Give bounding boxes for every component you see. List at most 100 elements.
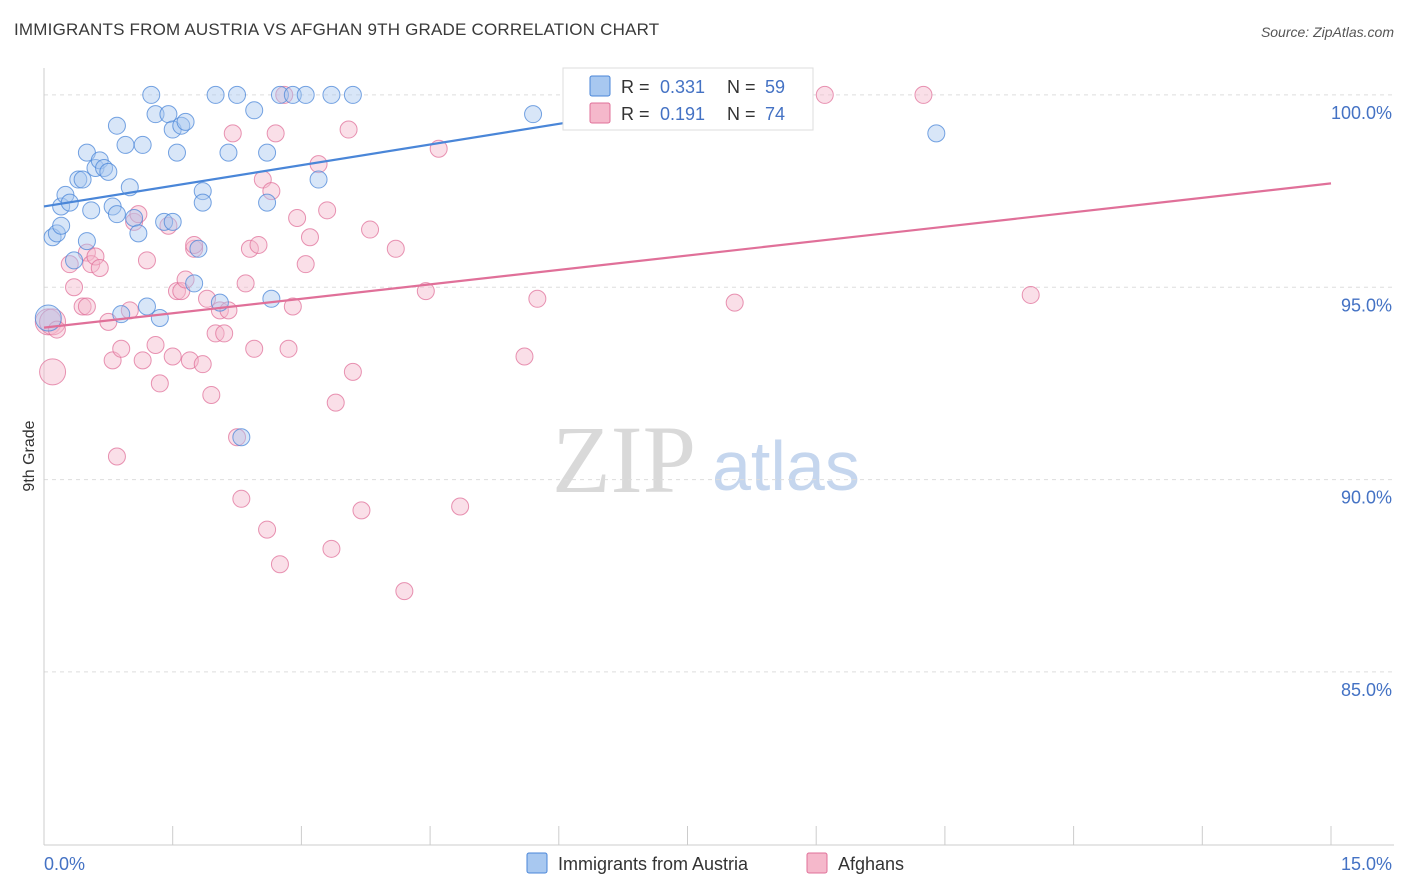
- watermark: ZIP atlas: [552, 406, 860, 513]
- data-point: [416, 282, 435, 301]
- x-tick-label-min: 0.0%: [44, 854, 85, 874]
- legend-n-value-afghans: 74: [765, 104, 785, 124]
- data-point: [343, 85, 362, 104]
- data-point: [228, 428, 247, 447]
- data-point: [914, 85, 933, 104]
- data-point: [185, 239, 204, 258]
- data-point: [223, 124, 242, 143]
- data-point: [322, 539, 341, 558]
- y-axis-label: 9th Grade: [21, 420, 38, 491]
- legend-n-label-afghans: N =: [727, 104, 756, 124]
- bottom-legend-label-austria: Immigrants from Austria: [558, 854, 749, 874]
- data-point: [288, 209, 307, 228]
- data-point: [296, 85, 315, 104]
- data-point: [107, 116, 126, 135]
- data-point: [52, 216, 71, 235]
- data-point: [258, 520, 277, 539]
- data-point: [322, 85, 341, 104]
- x-tick-label-max: 15.0%: [1341, 854, 1392, 874]
- data-point: [150, 309, 169, 328]
- data-point: [296, 255, 315, 274]
- gridlines: [44, 94, 1394, 673]
- data-point: [142, 85, 161, 104]
- data-point: [129, 224, 148, 243]
- data-point: [361, 220, 380, 239]
- data-point: [528, 289, 547, 308]
- data-point: [451, 497, 470, 516]
- data-point: [245, 101, 264, 120]
- data-point: [318, 201, 337, 220]
- chart-title: IMMIGRANTS FROM AUSTRIA VS AFGHAN 9TH GR…: [14, 20, 660, 39]
- watermark-atlas: atlas: [712, 427, 860, 505]
- legend-r-value-afghans: 0.191: [660, 104, 705, 124]
- data-point: [65, 278, 84, 297]
- trend-line-pink: [43, 182, 1332, 329]
- data-point: [524, 105, 543, 124]
- data-point: [1021, 285, 1040, 304]
- data-point: [90, 259, 109, 278]
- x-axis-ticks: [43, 826, 1332, 845]
- data-point: [34, 304, 62, 332]
- stats-legend: R = 0.331 N = 59 R = 0.191 N = 74: [562, 67, 814, 131]
- source-label: Source: ZipAtlas.com: [1260, 24, 1394, 40]
- data-point: [107, 447, 126, 466]
- data-point: [326, 393, 345, 412]
- data-point: [112, 339, 131, 358]
- data-point: [262, 289, 281, 308]
- data-point: [73, 297, 92, 316]
- legend-swatch-afghans: [589, 102, 611, 124]
- data-point: [163, 347, 182, 366]
- data-point: [270, 555, 289, 574]
- data-point: [515, 347, 534, 366]
- legend-n-value-austria: 59: [765, 77, 785, 97]
- data-point: [228, 85, 247, 104]
- data-point: [339, 120, 358, 139]
- data-point: [232, 489, 251, 508]
- legend-r-label-afghans: R =: [621, 104, 650, 124]
- data-point: [395, 582, 414, 601]
- y-tick-label: 95.0%: [1341, 295, 1392, 315]
- data-point: [133, 351, 152, 370]
- legend-r-label-austria: R =: [621, 77, 650, 97]
- legend-swatch-austria: [589, 75, 611, 97]
- data-point: [232, 428, 251, 447]
- y-tick-label: 85.0%: [1341, 680, 1392, 700]
- data-point: [150, 374, 169, 393]
- data-point: [193, 355, 212, 374]
- data-point: [219, 143, 238, 162]
- data-point: [116, 135, 135, 154]
- data-point: [176, 112, 195, 131]
- data-point: [82, 201, 101, 220]
- data-point: [240, 239, 259, 258]
- data-point: [249, 235, 268, 254]
- data-point: [215, 324, 234, 343]
- data-point: [386, 239, 405, 258]
- data-point: [283, 297, 302, 316]
- data-point: [163, 212, 182, 231]
- y-axis-tick-labels: 100.0% 95.0% 90.0% 85.0%: [1331, 103, 1392, 700]
- data-point: [137, 297, 156, 316]
- data-point: [146, 105, 165, 124]
- data-point: [137, 251, 156, 270]
- data-point: [73, 170, 92, 189]
- data-point: [206, 85, 225, 104]
- data-point: [125, 209, 144, 228]
- data-point: [245, 339, 264, 358]
- data-point: [107, 205, 126, 224]
- data-point: [815, 85, 834, 104]
- bottom-legend-swatch-austria: [526, 852, 548, 874]
- bottom-legend-swatch-afghans: [806, 852, 828, 874]
- y-tick-label: 90.0%: [1341, 488, 1392, 508]
- data-point: [86, 247, 105, 266]
- data-point: [77, 232, 96, 251]
- data-point: [283, 85, 302, 104]
- data-point: [193, 193, 212, 212]
- data-point: [236, 274, 255, 293]
- data-point: [99, 162, 118, 181]
- data-point: [133, 135, 152, 154]
- data-point: [202, 385, 221, 404]
- data-point: [270, 85, 289, 104]
- series-austria: [34, 85, 946, 447]
- data-point: [65, 251, 84, 270]
